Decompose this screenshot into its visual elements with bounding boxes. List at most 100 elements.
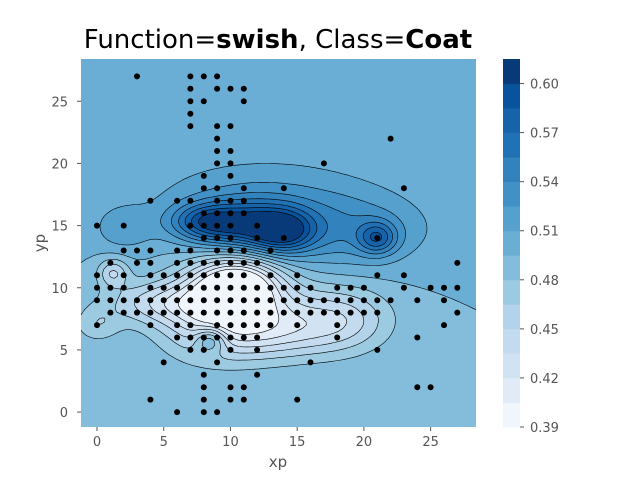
data-point bbox=[120, 284, 127, 291]
data-point bbox=[254, 259, 261, 266]
data-point bbox=[214, 73, 221, 80]
data-point bbox=[174, 197, 181, 204]
data-point bbox=[160, 284, 167, 291]
data-point bbox=[240, 197, 247, 204]
data-point bbox=[227, 123, 234, 130]
data-point bbox=[267, 272, 274, 279]
colorbar-band bbox=[503, 279, 520, 305]
data-point bbox=[214, 309, 221, 316]
data-point bbox=[187, 309, 194, 316]
title-prefix: Function= bbox=[84, 25, 216, 55]
data-point bbox=[227, 160, 234, 167]
data-point bbox=[334, 284, 341, 291]
data-point bbox=[280, 185, 287, 192]
data-point bbox=[240, 272, 247, 279]
title-class: Coat bbox=[405, 25, 472, 55]
data-point bbox=[187, 85, 194, 92]
data-point bbox=[347, 284, 354, 291]
data-point bbox=[94, 284, 100, 291]
colorbar-band bbox=[503, 304, 520, 330]
colorbar-tick-label: 0.48 bbox=[530, 274, 559, 289]
data-point bbox=[147, 297, 154, 304]
data-point bbox=[280, 284, 287, 291]
x-axis-label: xp bbox=[269, 453, 287, 471]
data-point bbox=[200, 172, 207, 179]
data-point bbox=[174, 272, 181, 279]
data-point bbox=[240, 297, 247, 304]
data-point bbox=[200, 384, 207, 391]
contour-line-3 bbox=[149, 263, 348, 348]
data-point bbox=[254, 297, 261, 304]
data-point bbox=[174, 334, 181, 341]
data-point bbox=[147, 247, 154, 254]
data-point bbox=[374, 272, 381, 279]
data-point bbox=[147, 197, 154, 204]
data-point bbox=[294, 322, 301, 329]
data-point bbox=[307, 359, 314, 366]
colorbar-tick-label: 0.54 bbox=[530, 176, 559, 191]
data-point bbox=[267, 297, 274, 304]
data-point bbox=[94, 222, 100, 229]
data-point bbox=[174, 309, 181, 316]
data-point bbox=[227, 235, 234, 241]
data-point bbox=[254, 284, 261, 291]
data-point bbox=[214, 409, 221, 416]
data-point bbox=[360, 309, 367, 316]
data-point bbox=[387, 135, 394, 142]
colorbar-band bbox=[503, 328, 520, 354]
data-point bbox=[240, 284, 247, 291]
data-point bbox=[334, 322, 341, 329]
data-point bbox=[160, 297, 167, 304]
data-point bbox=[94, 322, 100, 329]
data-point bbox=[360, 284, 367, 291]
data-point bbox=[441, 284, 447, 291]
data-point bbox=[200, 235, 207, 241]
x-tick-label: 0 bbox=[93, 435, 101, 450]
data-point bbox=[200, 185, 207, 192]
data-point bbox=[227, 384, 234, 391]
data-point bbox=[200, 334, 207, 341]
data-point bbox=[120, 247, 127, 254]
colorbar-band bbox=[503, 402, 520, 428]
data-point bbox=[307, 284, 314, 291]
colorbar: 0.39 0.42 0.45 0.48 0.51 0.54 0.57 0.60 bbox=[503, 59, 559, 436]
data-point bbox=[441, 322, 447, 329]
data-point bbox=[254, 334, 261, 341]
data-point bbox=[107, 309, 114, 316]
title-function: swish bbox=[216, 25, 298, 55]
data-point bbox=[120, 297, 127, 304]
data-point bbox=[240, 185, 247, 192]
y-tick-label: 20 bbox=[51, 157, 68, 172]
data-point bbox=[107, 259, 114, 266]
data-point bbox=[280, 235, 287, 241]
y-tick-label: 25 bbox=[51, 95, 68, 110]
data-point bbox=[227, 85, 234, 92]
data-point bbox=[227, 396, 234, 403]
data-point bbox=[240, 98, 247, 105]
data-point bbox=[227, 272, 234, 279]
data-point bbox=[240, 322, 247, 329]
colorbar-band bbox=[503, 83, 520, 109]
title-middle: , Class= bbox=[299, 25, 406, 55]
data-point bbox=[200, 222, 207, 229]
data-point bbox=[254, 222, 261, 229]
data-point bbox=[280, 297, 287, 304]
data-point bbox=[227, 259, 234, 266]
data-point bbox=[187, 222, 194, 229]
x-tick-label: 10 bbox=[222, 435, 239, 450]
colorbar-tick-label: 0.57 bbox=[530, 127, 559, 142]
data-point bbox=[187, 247, 194, 254]
data-point bbox=[334, 334, 341, 341]
data-point bbox=[254, 371, 261, 378]
colorbar-band bbox=[503, 181, 520, 207]
colorbar-tick-label: 0.60 bbox=[530, 78, 559, 93]
data-point bbox=[187, 110, 194, 117]
data-point bbox=[240, 334, 247, 341]
data-point bbox=[174, 259, 181, 266]
data-point bbox=[214, 247, 221, 254]
data-point bbox=[254, 346, 261, 353]
data-point bbox=[454, 284, 461, 291]
data-point bbox=[454, 309, 461, 316]
data-point bbox=[214, 85, 221, 92]
